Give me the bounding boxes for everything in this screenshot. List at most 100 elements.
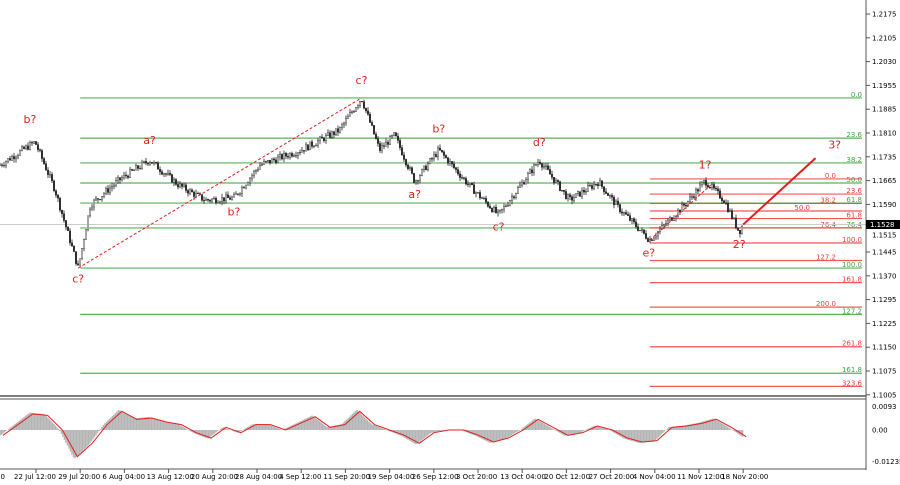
price-bar xyxy=(399,140,401,148)
price-bar xyxy=(421,169,423,176)
time-tick-label: 13 Aug 12:00 xyxy=(147,473,194,481)
fib-level-label: 61.8 xyxy=(846,196,862,204)
price-bar xyxy=(533,164,535,173)
price-bar xyxy=(549,169,551,175)
price-bar xyxy=(77,263,79,266)
price-tick-label: 1.1005 xyxy=(872,391,897,399)
price-bar xyxy=(425,165,427,171)
time-tick-label: 27 Oct 20:00 xyxy=(589,473,635,481)
price-tick-label: 1.1590 xyxy=(872,201,897,209)
time-tick-label: 28 Aug 04:00 xyxy=(235,473,282,481)
fib-level-label: 161.8 xyxy=(842,366,862,374)
price-bar xyxy=(163,173,165,175)
trend-line[interactable] xyxy=(742,157,817,226)
price-bar xyxy=(501,208,503,211)
price-bar xyxy=(243,187,245,189)
price-tick-label: 1.1445 xyxy=(872,249,897,257)
price-bar xyxy=(397,135,399,141)
price-bar xyxy=(423,165,425,170)
price-bar xyxy=(231,196,233,200)
wave-label: 3? xyxy=(828,138,841,151)
price-bar xyxy=(291,153,293,157)
wave-label: a? xyxy=(408,188,421,201)
price-bar xyxy=(123,174,125,178)
price-bar xyxy=(417,180,419,182)
price-tick-label: 1.1810 xyxy=(872,130,897,138)
price-bar xyxy=(635,221,637,228)
price-bar xyxy=(97,198,99,200)
price-bar xyxy=(703,180,705,183)
price-bar xyxy=(327,132,329,136)
wave-label: c? xyxy=(72,272,84,285)
price-bar xyxy=(435,154,437,157)
price-bar xyxy=(419,175,421,181)
price-bar xyxy=(57,194,59,199)
price-bar xyxy=(113,184,115,187)
trend-line[interactable] xyxy=(77,97,362,269)
price-bar xyxy=(127,175,129,178)
price-bar xyxy=(627,214,629,216)
price-bar xyxy=(299,152,301,154)
price-bar xyxy=(59,197,61,211)
price-bar xyxy=(471,182,473,186)
price-bar xyxy=(473,184,475,194)
price-bar xyxy=(29,142,31,150)
price-bar xyxy=(115,180,117,186)
price-bar xyxy=(395,132,397,137)
price-bar xyxy=(255,170,257,172)
trend-line[interactable] xyxy=(649,184,712,241)
price-bar xyxy=(165,173,167,175)
price-bar xyxy=(17,155,19,158)
fib-level-label: 200.0 xyxy=(816,300,836,308)
price-bar xyxy=(251,175,253,179)
price-bar xyxy=(261,164,263,166)
price-tick-label: 1.1885 xyxy=(872,106,897,114)
price-bar xyxy=(561,189,563,191)
price-bar xyxy=(497,210,499,213)
price-bar xyxy=(445,155,447,159)
price-bar xyxy=(295,155,297,157)
price-bar xyxy=(361,101,363,103)
price-bar xyxy=(183,184,185,187)
time-tick-label: 22 Jul 12:00 xyxy=(14,473,56,481)
price-bar xyxy=(63,213,65,221)
price-tick-label: 1.2030 xyxy=(872,58,897,66)
price-bar xyxy=(529,169,531,174)
time-tick-label: 11 Sep 20:00 xyxy=(323,473,370,481)
price-bar xyxy=(207,198,209,201)
price-bar xyxy=(701,182,703,186)
price-bar xyxy=(375,133,377,139)
price-bar xyxy=(579,191,581,197)
price-bar xyxy=(719,190,721,199)
price-bar xyxy=(523,182,525,185)
price-bar xyxy=(341,124,343,128)
price-bar xyxy=(239,193,241,195)
price-bar xyxy=(507,204,509,207)
price-bar xyxy=(189,189,191,194)
price-bar xyxy=(565,191,567,199)
price-bar xyxy=(105,188,107,194)
price-bar xyxy=(555,180,557,183)
price-bar xyxy=(433,154,435,160)
price-bar xyxy=(571,196,573,201)
price-bar xyxy=(229,197,231,200)
price-bar xyxy=(281,154,283,160)
price-bar xyxy=(7,158,9,162)
price-bar xyxy=(591,185,593,189)
price-bar xyxy=(297,152,299,156)
price-bar xyxy=(35,141,37,145)
price-bar xyxy=(67,226,69,232)
price-bar xyxy=(641,229,643,231)
price-bar xyxy=(623,212,625,214)
price-bar xyxy=(121,177,123,181)
price-bar xyxy=(47,169,49,175)
fib-level-label: 61.8 xyxy=(846,212,862,220)
price-bar xyxy=(181,183,183,187)
price-bar xyxy=(191,189,193,193)
price-bar xyxy=(431,158,433,160)
price-bar xyxy=(467,183,469,185)
price-bar xyxy=(117,177,119,181)
price-bar xyxy=(595,184,597,186)
price-bar xyxy=(631,218,633,221)
